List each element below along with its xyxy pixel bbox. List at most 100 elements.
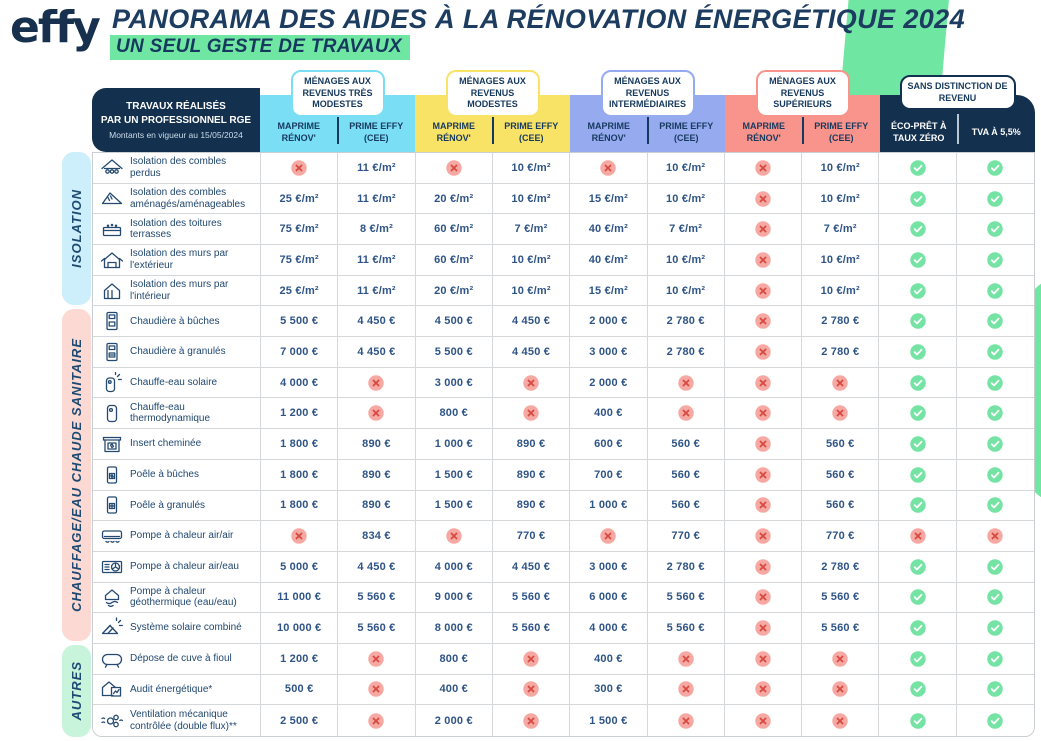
- value-cell: [956, 429, 1034, 460]
- subcolumn-header: PRIME EFFY (CEE): [659, 121, 714, 143]
- value-cell: 890 €: [492, 459, 571, 491]
- row-label-cell: Isolation des murs par l'intérieur: [93, 275, 261, 307]
- value-cell: 770 €: [802, 521, 880, 552]
- subcolumn-header: MAPRIME RÉNOV': [432, 121, 476, 143]
- value-cell: 10 €/m²: [647, 275, 725, 307]
- value-cell: [802, 398, 880, 430]
- check-icon: [909, 405, 926, 422]
- value-cell: 890 €: [338, 429, 416, 460]
- subcolumn-divider: [492, 114, 494, 144]
- value-cell: [724, 183, 803, 215]
- value-cell: [724, 674, 803, 706]
- cross-icon: [368, 681, 385, 698]
- value-cell: 890 €: [492, 429, 571, 460]
- row-label: Chauffe-eau solaire: [130, 376, 218, 388]
- value-cell: [724, 551, 803, 583]
- value-cell: [879, 582, 957, 614]
- value-cell: [415, 521, 493, 552]
- value-cell: [879, 183, 957, 215]
- value-cell: 1 800 €: [261, 429, 339, 460]
- value-cell: [956, 613, 1034, 644]
- value-cell: 2 780 €: [647, 337, 725, 368]
- cross-icon: [755, 651, 771, 667]
- value-cell: [724, 521, 803, 552]
- cross-icon: [291, 160, 307, 176]
- cross-icon: [755, 313, 771, 329]
- value-cell: [647, 398, 725, 430]
- row-label-cell: Poêle à granulés: [93, 490, 261, 522]
- cross-icon: [755, 252, 771, 268]
- value-cell: 15 €/m²: [570, 275, 648, 307]
- value-cell: [879, 613, 957, 644]
- value-cell: 5 560 €: [802, 582, 880, 614]
- cross-icon: [755, 497, 771, 514]
- check-icon: [909, 712, 926, 729]
- row-label-cell: Isolation des toitures terrasses: [93, 214, 261, 246]
- value-cell: 4 000 €: [415, 551, 493, 583]
- value-cell: 4 450 €: [338, 551, 416, 583]
- check-icon: [987, 313, 1004, 329]
- value-cell: [724, 429, 803, 460]
- value-cell: [956, 459, 1034, 491]
- value-cell: [724, 490, 803, 522]
- value-cell: 4 450 €: [338, 337, 416, 368]
- row-label-cell: Chaudière à bûches: [93, 306, 261, 338]
- log-stove-icon: [99, 464, 125, 486]
- value-cell: 400 €: [415, 674, 493, 706]
- value-cell: 4 450 €: [338, 306, 416, 338]
- pellet-boiler-icon: [99, 341, 125, 363]
- cross-icon: [368, 712, 385, 729]
- value-cell: 2 780 €: [802, 306, 880, 338]
- value-cell: 2 000 €: [415, 705, 493, 736]
- value-cell: [338, 643, 416, 675]
- cross-icon: [832, 712, 848, 729]
- page-title: PANORAMA DES AIDES À LA RÉNOVATION ÉNERG…: [112, 4, 966, 34]
- value-cell: 5 000 €: [261, 551, 339, 583]
- check-icon: [987, 190, 1004, 207]
- value-cell: 40 €/m²: [570, 214, 648, 246]
- value-cell: 10 €/m²: [492, 245, 571, 276]
- check-icon: [909, 313, 926, 329]
- value-cell: [261, 521, 339, 552]
- value-cell: [570, 153, 648, 184]
- cross-icon: [291, 528, 307, 544]
- effy-logo: effy: [10, 2, 101, 53]
- cross-icon: [755, 620, 771, 636]
- value-cell: [492, 367, 571, 399]
- value-cell: 1 800 €: [261, 490, 339, 522]
- flat-roof-icon: [99, 218, 125, 240]
- subcolumn-divider: [802, 114, 804, 144]
- value-cell: 800 €: [415, 643, 493, 675]
- section-strip-2: AUTRES: [62, 645, 91, 737]
- row-label: Isolation des toitures terrasses: [130, 217, 222, 241]
- cross-icon: [368, 374, 385, 391]
- value-cell: 560 €: [647, 490, 725, 522]
- check-icon: [909, 651, 926, 667]
- value-cell: [492, 705, 571, 736]
- value-cell: 25 €/m²: [261, 183, 339, 215]
- cross-icon: [677, 651, 694, 667]
- value-cell: 400 €: [570, 643, 648, 675]
- row-label-cell: Pompe à chaleur géothermique (eau/eau): [93, 582, 261, 614]
- value-cell: [956, 214, 1034, 246]
- value-cell: 834 €: [338, 521, 416, 552]
- value-cell: [802, 674, 880, 706]
- value-cell: 5 560 €: [338, 582, 416, 614]
- value-cell: 560 €: [647, 459, 725, 491]
- check-icon: [987, 466, 1004, 483]
- value-cell: 890 €: [492, 490, 571, 522]
- value-cell: [879, 337, 957, 368]
- value-cell: 3 000 €: [570, 551, 648, 583]
- value-cell: 8 000 €: [415, 613, 493, 644]
- table-corner-header: TRAVAUX RÉALISÉS PAR UN PROFESSIONNEL RG…: [92, 88, 260, 152]
- value-cell: 60 €/m²: [415, 245, 493, 276]
- value-cell: 300 €: [570, 674, 648, 706]
- converted-attic-icon: [99, 188, 125, 210]
- value-cell: [956, 275, 1034, 307]
- row-label-cell: Chaudière à granulés: [93, 337, 261, 368]
- value-cell: 1 500 €: [570, 705, 648, 736]
- income-group-label: MÉNAGES AUX REVENUS INTERMÉDIAIRES: [600, 70, 695, 118]
- row-label: Ventilation mécanique contrôlée (double …: [130, 709, 237, 732]
- value-cell: [570, 521, 648, 552]
